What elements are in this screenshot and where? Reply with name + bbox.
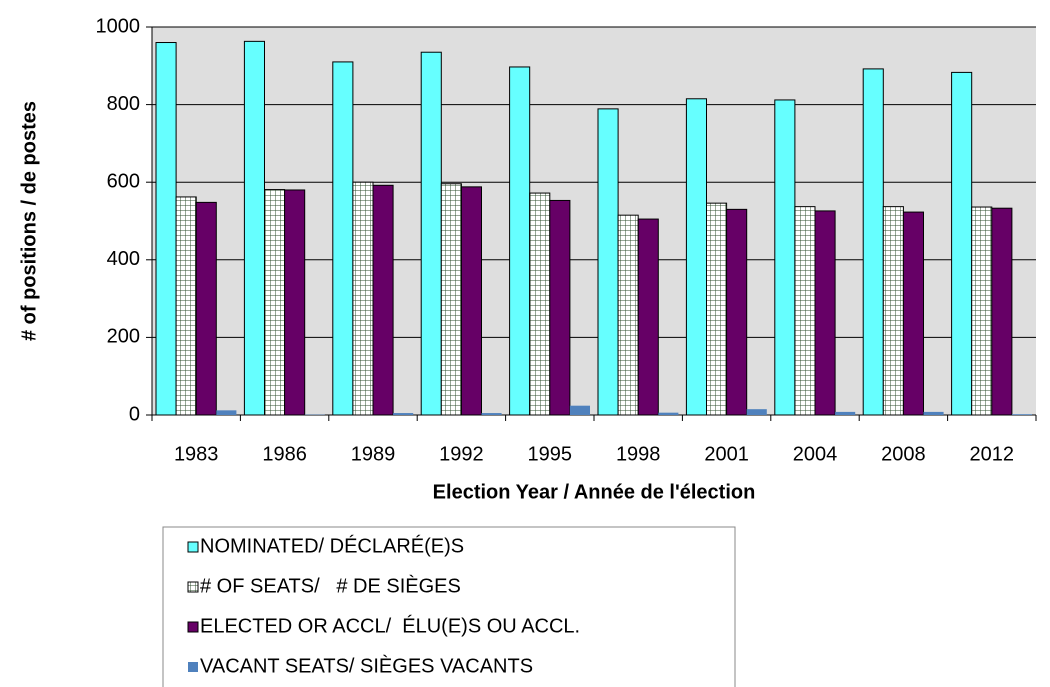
bar [460, 186, 482, 416]
bar [195, 201, 217, 416]
bar [420, 51, 442, 416]
legend-swatch [187, 621, 199, 633]
x-tick-label: 2001 [704, 443, 749, 465]
bar [794, 206, 816, 416]
bar [637, 218, 659, 416]
y-tick-label: 400 [107, 248, 140, 270]
bar [440, 183, 462, 416]
bar [814, 210, 836, 416]
bar [264, 189, 286, 416]
y-tick-label: 1000 [96, 15, 141, 37]
bar [216, 410, 237, 415]
bar [175, 196, 197, 416]
bar [155, 42, 177, 416]
bar [372, 184, 394, 416]
x-tick-label: 2004 [793, 443, 838, 465]
bar [597, 108, 619, 416]
x-tick-label: 1992 [439, 443, 484, 465]
x-tick-label: 1983 [174, 443, 219, 465]
bar [658, 412, 679, 415]
bar [332, 61, 354, 416]
bar [971, 206, 993, 416]
y-tick-label: 200 [107, 326, 140, 348]
y-tick-label: 600 [107, 170, 140, 192]
x-tick-label: 1995 [528, 443, 573, 465]
x-tick-label: 1989 [351, 443, 396, 465]
bar [243, 40, 265, 416]
bar [774, 99, 796, 416]
bar [481, 413, 502, 415]
legend-label: VACANT SEATS/ SIÈGES VACANTS [200, 654, 533, 677]
bar [862, 68, 884, 416]
y-axis-title: # of positions / de postes [18, 101, 40, 341]
bar [509, 66, 531, 416]
bar [529, 192, 551, 416]
bar [549, 199, 571, 416]
y-tick-label: 0 [129, 403, 140, 425]
legend-swatch [187, 581, 199, 593]
bar [902, 211, 925, 416]
bar [991, 207, 1013, 416]
bar [617, 214, 639, 416]
bar [706, 202, 728, 416]
bar [746, 409, 767, 415]
bar [352, 181, 374, 416]
legend-swatch [188, 662, 198, 672]
x-tick-label: 2008 [881, 443, 926, 465]
bar [685, 98, 708, 416]
bar [835, 411, 856, 415]
bar [284, 189, 306, 416]
x-tick-label: 2012 [970, 443, 1015, 465]
legend-label: # OF SEATS/ # DE SIÈGES [200, 574, 461, 597]
bar [1011, 414, 1032, 415]
legend [162, 526, 736, 687]
bar [393, 413, 414, 415]
bar [882, 206, 904, 416]
y-tick-label: 800 [107, 93, 140, 115]
legend-label: NOMINATED/ DÉCLARÉ(E)S [200, 534, 464, 557]
x-tick-label: 1986 [262, 443, 307, 465]
legend-label: ELECTED OR ACCL/ ÉLU(E)S OU ACCL. [200, 614, 580, 637]
bar [569, 405, 590, 415]
bar [726, 208, 748, 416]
x-axis-title: Election Year / Année de l'élection [433, 481, 756, 503]
bar [951, 71, 973, 416]
x-tick-label: 1998 [616, 443, 661, 465]
bar [923, 411, 944, 415]
legend-swatch [187, 541, 199, 553]
